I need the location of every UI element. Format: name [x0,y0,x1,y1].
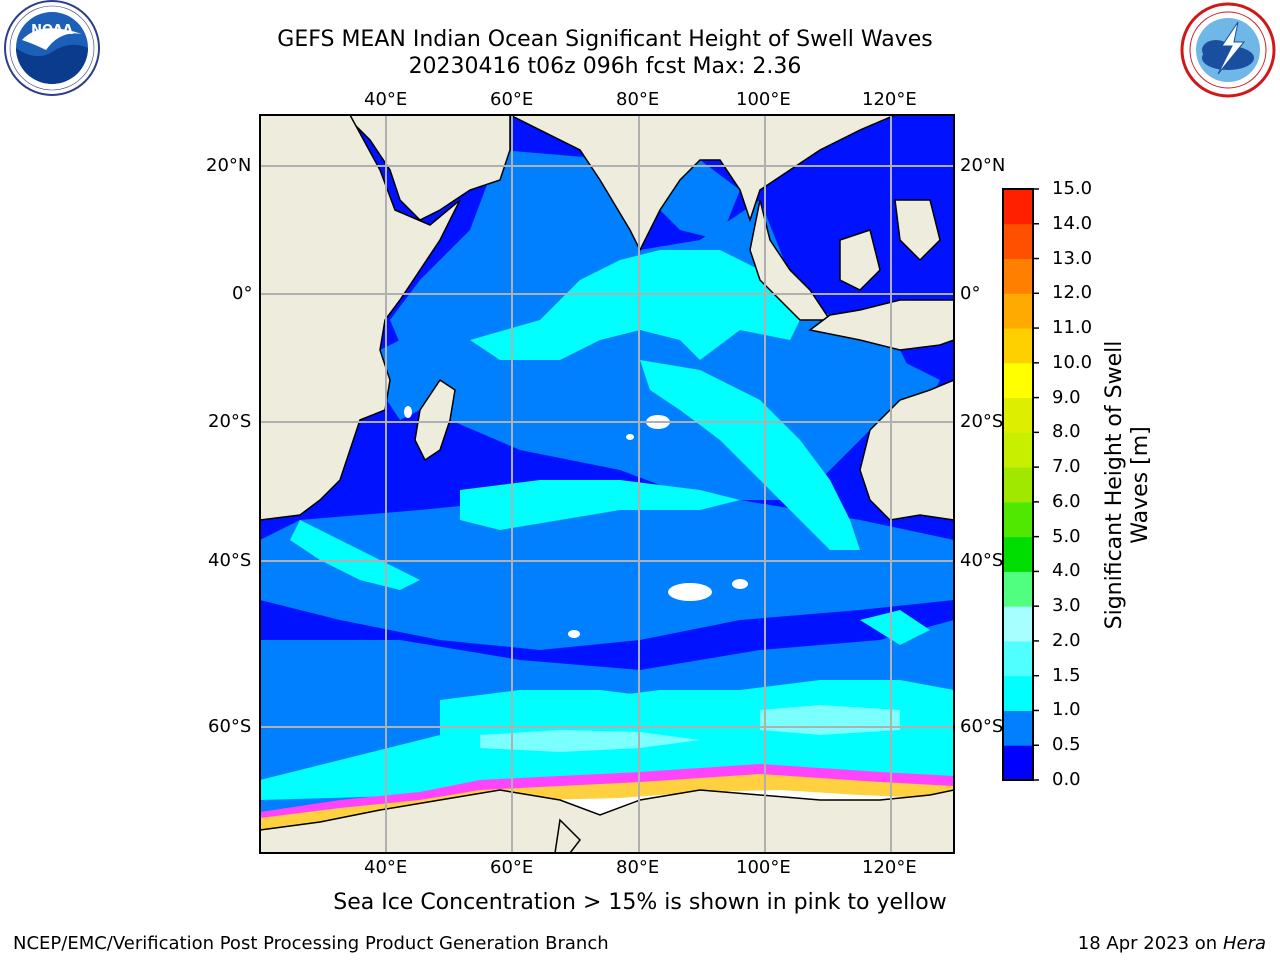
lon-label-bottom: 80°E [616,857,660,878]
lat-label-right: 40°S [960,550,1004,571]
land-layer [260,115,954,853]
colorbar-tick-label: 11.0 [1052,317,1093,339]
colorbar-tick-label: 5.0 [1052,525,1081,547]
colorbar-tick-label: 4.0 [1052,560,1081,582]
footer-host: Hera [1222,933,1266,954]
graticule [260,115,954,853]
lon-label-top: 120°E [862,89,917,110]
colorbar-tick-label: 12.0 [1052,282,1093,304]
map-title: GEFS MEAN Indian Ocean Significant Heigh… [277,27,933,52]
lon-label-top: 40°E [364,89,408,110]
lon-label-bottom: 40°E [364,857,408,878]
colorbar-tick-label: 3.0 [1052,595,1081,617]
footer-credit: NCEP/EMC/Verification Post Processing Pr… [13,933,609,954]
island-spots [404,406,748,638]
lat-label-right: 0° [960,283,981,304]
colorbar-tick-label: 1.0 [1052,699,1081,721]
nws-logo-icon [1180,2,1276,98]
map-frame [259,114,955,854]
lat-label-right: 20°N [960,155,1006,176]
sea-ice-note: Sea Ice Concentration > 15% is shown in … [333,890,947,915]
colorbar-tick-label: 6.0 [1052,490,1081,512]
colorbar-tick-label: 7.0 [1052,456,1081,478]
colorbar-tick-label: 0.5 [1052,734,1081,756]
lon-label-bottom: 120°E [862,857,917,878]
lon-label-bottom: 60°E [490,857,534,878]
lat-label-left: 20°S [208,411,252,432]
colorbar-tick-label: 8.0 [1052,421,1081,443]
lat-label-left: 60°S [208,716,252,737]
svg-text:NOAA: NOAA [31,23,73,38]
colorbar-tick-label: 0.0 [1052,769,1081,790]
colorbar-tick-label: 14.0 [1052,212,1093,234]
lon-label-top: 100°E [736,89,791,110]
lat-label-left: 20°N [206,155,252,176]
noaa-logo-icon: NOAA [4,0,100,96]
lat-label-left: 0° [232,283,253,304]
colorbar-tick-label: 2.0 [1052,629,1081,651]
lat-label-right: 20°S [960,411,1004,432]
lon-label-top: 80°E [616,89,660,110]
map-subtitle: 20230416 t06z 096h fcst Max: 2.36 [408,54,802,79]
colorbar-tick-label: 9.0 [1052,386,1081,408]
colorbar-tick-label: 10.0 [1052,351,1093,373]
colorbar-tick-label: 1.5 [1052,664,1081,686]
lat-label-left: 40°S [208,550,252,571]
colorbar-label: Significant Height of Swell Waves [m] [1102,340,1153,630]
colorbar-tick-label: 15.0 [1052,178,1093,199]
footer-date: 18 Apr 2023 on Hera [1078,933,1266,954]
colorbar-tick-label: 13.0 [1052,247,1093,269]
lat-label-right: 60°S [960,716,1004,737]
lon-label-bottom: 100°E [736,857,791,878]
lon-label-top: 60°E [490,89,534,110]
footer-date-text: 18 Apr 2023 on [1077,933,1223,954]
